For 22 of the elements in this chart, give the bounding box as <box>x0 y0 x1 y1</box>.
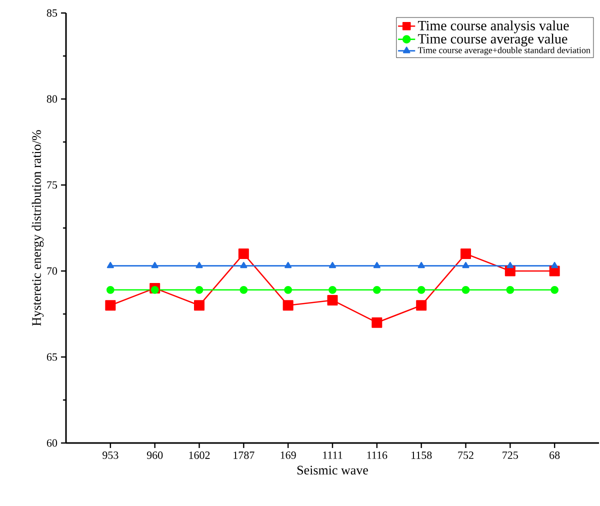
x-tick-label: 1116 <box>367 452 388 459</box>
y-tick-label: 65 <box>46 353 58 361</box>
y-tick-label: 85 <box>46 9 58 17</box>
x-tick-label: 752 <box>458 452 474 459</box>
legend-label: Time course analysis value <box>418 20 569 34</box>
x-tick-label: 1602 <box>189 452 210 459</box>
y-tick-label: 70 <box>47 267 58 275</box>
y-axis-title: Hysteretic energy distribution ratio/% <box>32 130 44 326</box>
legend-label: Time course average+double standard deviation <box>418 46 590 56</box>
y-tick-label: 60 <box>46 439 58 447</box>
x-axis-title: Seismic wave <box>297 466 368 475</box>
x-tick-label: 953 <box>102 452 118 459</box>
x-tick-label: 1158 <box>412 452 432 459</box>
x-tick-label: 960 <box>146 452 163 459</box>
x-tick-label: 169 <box>280 452 296 459</box>
y-tick-label: 75 <box>47 181 58 189</box>
x-tick-label: 1787 <box>234 452 254 459</box>
y-tick-label: 80 <box>46 95 58 103</box>
x-tick-label: 68 <box>550 452 560 459</box>
x-tick-label: 1111 <box>323 452 342 459</box>
legend-label: Time course average value <box>418 34 568 46</box>
x-tick-label: 725 <box>502 452 518 459</box>
